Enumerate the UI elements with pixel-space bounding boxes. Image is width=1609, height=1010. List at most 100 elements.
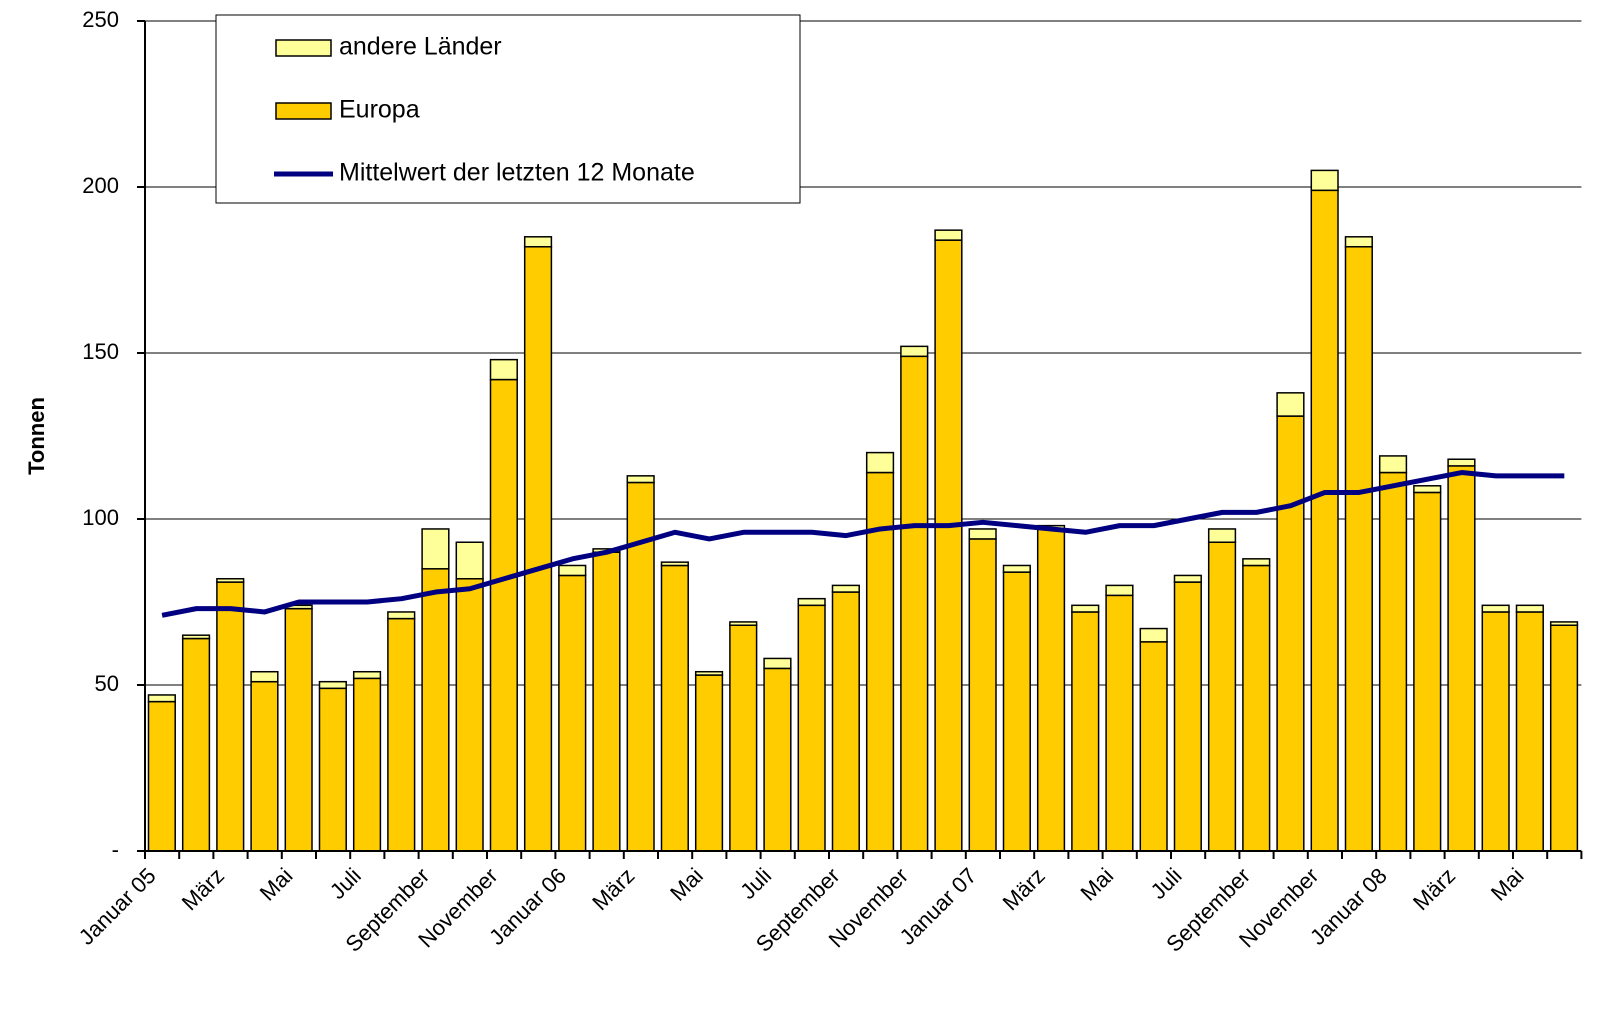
y-tick-label: 150	[82, 339, 119, 364]
bar	[1549, 624, 1579, 852]
bar	[181, 634, 211, 640]
bar	[523, 236, 553, 248]
bar	[455, 541, 484, 580]
bar	[250, 680, 279, 852]
bar	[1378, 471, 1408, 852]
legend: andere Länder Europa Mittelwert der letzte…	[215, 14, 801, 204]
bar	[1310, 189, 1339, 852]
bar	[900, 345, 929, 358]
x-tick-label: Mai	[1075, 863, 1118, 906]
bar	[1105, 594, 1134, 852]
bar	[865, 471, 895, 852]
bar	[1036, 528, 1066, 852]
bar	[352, 670, 382, 680]
bar	[968, 528, 997, 540]
x-tick-label: Januar 05	[74, 863, 161, 950]
bar	[694, 670, 724, 676]
bar	[387, 617, 416, 852]
bar	[968, 538, 997, 852]
bar	[626, 475, 655, 484]
bar	[421, 528, 450, 570]
bar	[1242, 564, 1271, 852]
x-tick-label: Juli	[325, 863, 366, 904]
bar	[455, 578, 484, 852]
legend-label: Europa	[339, 96, 420, 124]
x-tick-label: Juli	[1146, 863, 1187, 904]
bar	[489, 358, 518, 381]
x-tick-label: März	[998, 863, 1050, 915]
bar	[1276, 415, 1305, 852]
x-tick-label: März	[1408, 863, 1460, 915]
bar	[1139, 641, 1168, 852]
bar	[1481, 611, 1510, 852]
bar	[1173, 581, 1202, 852]
bar	[421, 568, 450, 852]
bar	[352, 677, 382, 852]
bar	[1378, 455, 1408, 474]
y-tick-label: 200	[82, 173, 119, 198]
bar	[1242, 558, 1271, 567]
bar	[387, 611, 416, 620]
bar	[216, 578, 245, 583]
legend-swatch	[275, 39, 332, 57]
bar	[831, 591, 860, 852]
bar	[216, 581, 245, 852]
bar	[1515, 604, 1544, 613]
bar	[763, 667, 792, 852]
bar	[694, 674, 724, 852]
x-tick-label: Mai	[665, 863, 708, 906]
bar	[1515, 611, 1544, 852]
bar	[934, 239, 963, 852]
x-tick-label: März	[177, 863, 229, 915]
bar	[558, 564, 587, 577]
bar	[1413, 491, 1442, 852]
bar	[1105, 584, 1134, 597]
bar	[660, 561, 689, 567]
bar	[1071, 611, 1100, 852]
bar	[1447, 465, 1476, 852]
bar	[318, 680, 347, 690]
bar	[1002, 571, 1031, 852]
bar	[1207, 528, 1237, 543]
bar	[318, 687, 347, 852]
bar	[865, 451, 895, 474]
bar	[1344, 236, 1373, 248]
bar	[729, 624, 758, 852]
bar	[1002, 564, 1031, 573]
bar	[592, 551, 621, 852]
y-tick-label: -	[112, 837, 119, 862]
bar	[1549, 621, 1579, 626]
bar	[1139, 627, 1168, 643]
bar	[900, 355, 929, 852]
y-axis-title: Tonnen	[24, 397, 49, 475]
bar	[1344, 246, 1373, 852]
y-tick-label: 50	[95, 671, 119, 696]
bar	[489, 378, 518, 852]
line	[161, 470, 1565, 618]
bar	[1173, 574, 1202, 583]
y-tick-label: 250	[82, 7, 119, 32]
x-tick-label: Mai	[255, 863, 298, 906]
bar	[1447, 458, 1476, 467]
bar	[1071, 604, 1100, 613]
bar	[729, 621, 758, 626]
bar	[523, 246, 553, 852]
bar	[1481, 604, 1510, 613]
bar	[660, 564, 689, 852]
x-tick-label: März	[587, 863, 639, 915]
y-tick-label: 100	[82, 505, 119, 530]
bar	[1413, 485, 1442, 494]
bar	[763, 657, 792, 670]
bar	[1276, 392, 1305, 417]
bar	[284, 607, 313, 852]
bar	[831, 584, 860, 593]
bar	[1207, 541, 1237, 852]
legend-swatch	[275, 102, 332, 120]
bar	[181, 637, 211, 852]
bar	[250, 670, 279, 683]
x-tick-label: Mai	[1486, 863, 1529, 906]
bar	[797, 604, 826, 852]
x-tick-label: Juli	[735, 863, 776, 904]
